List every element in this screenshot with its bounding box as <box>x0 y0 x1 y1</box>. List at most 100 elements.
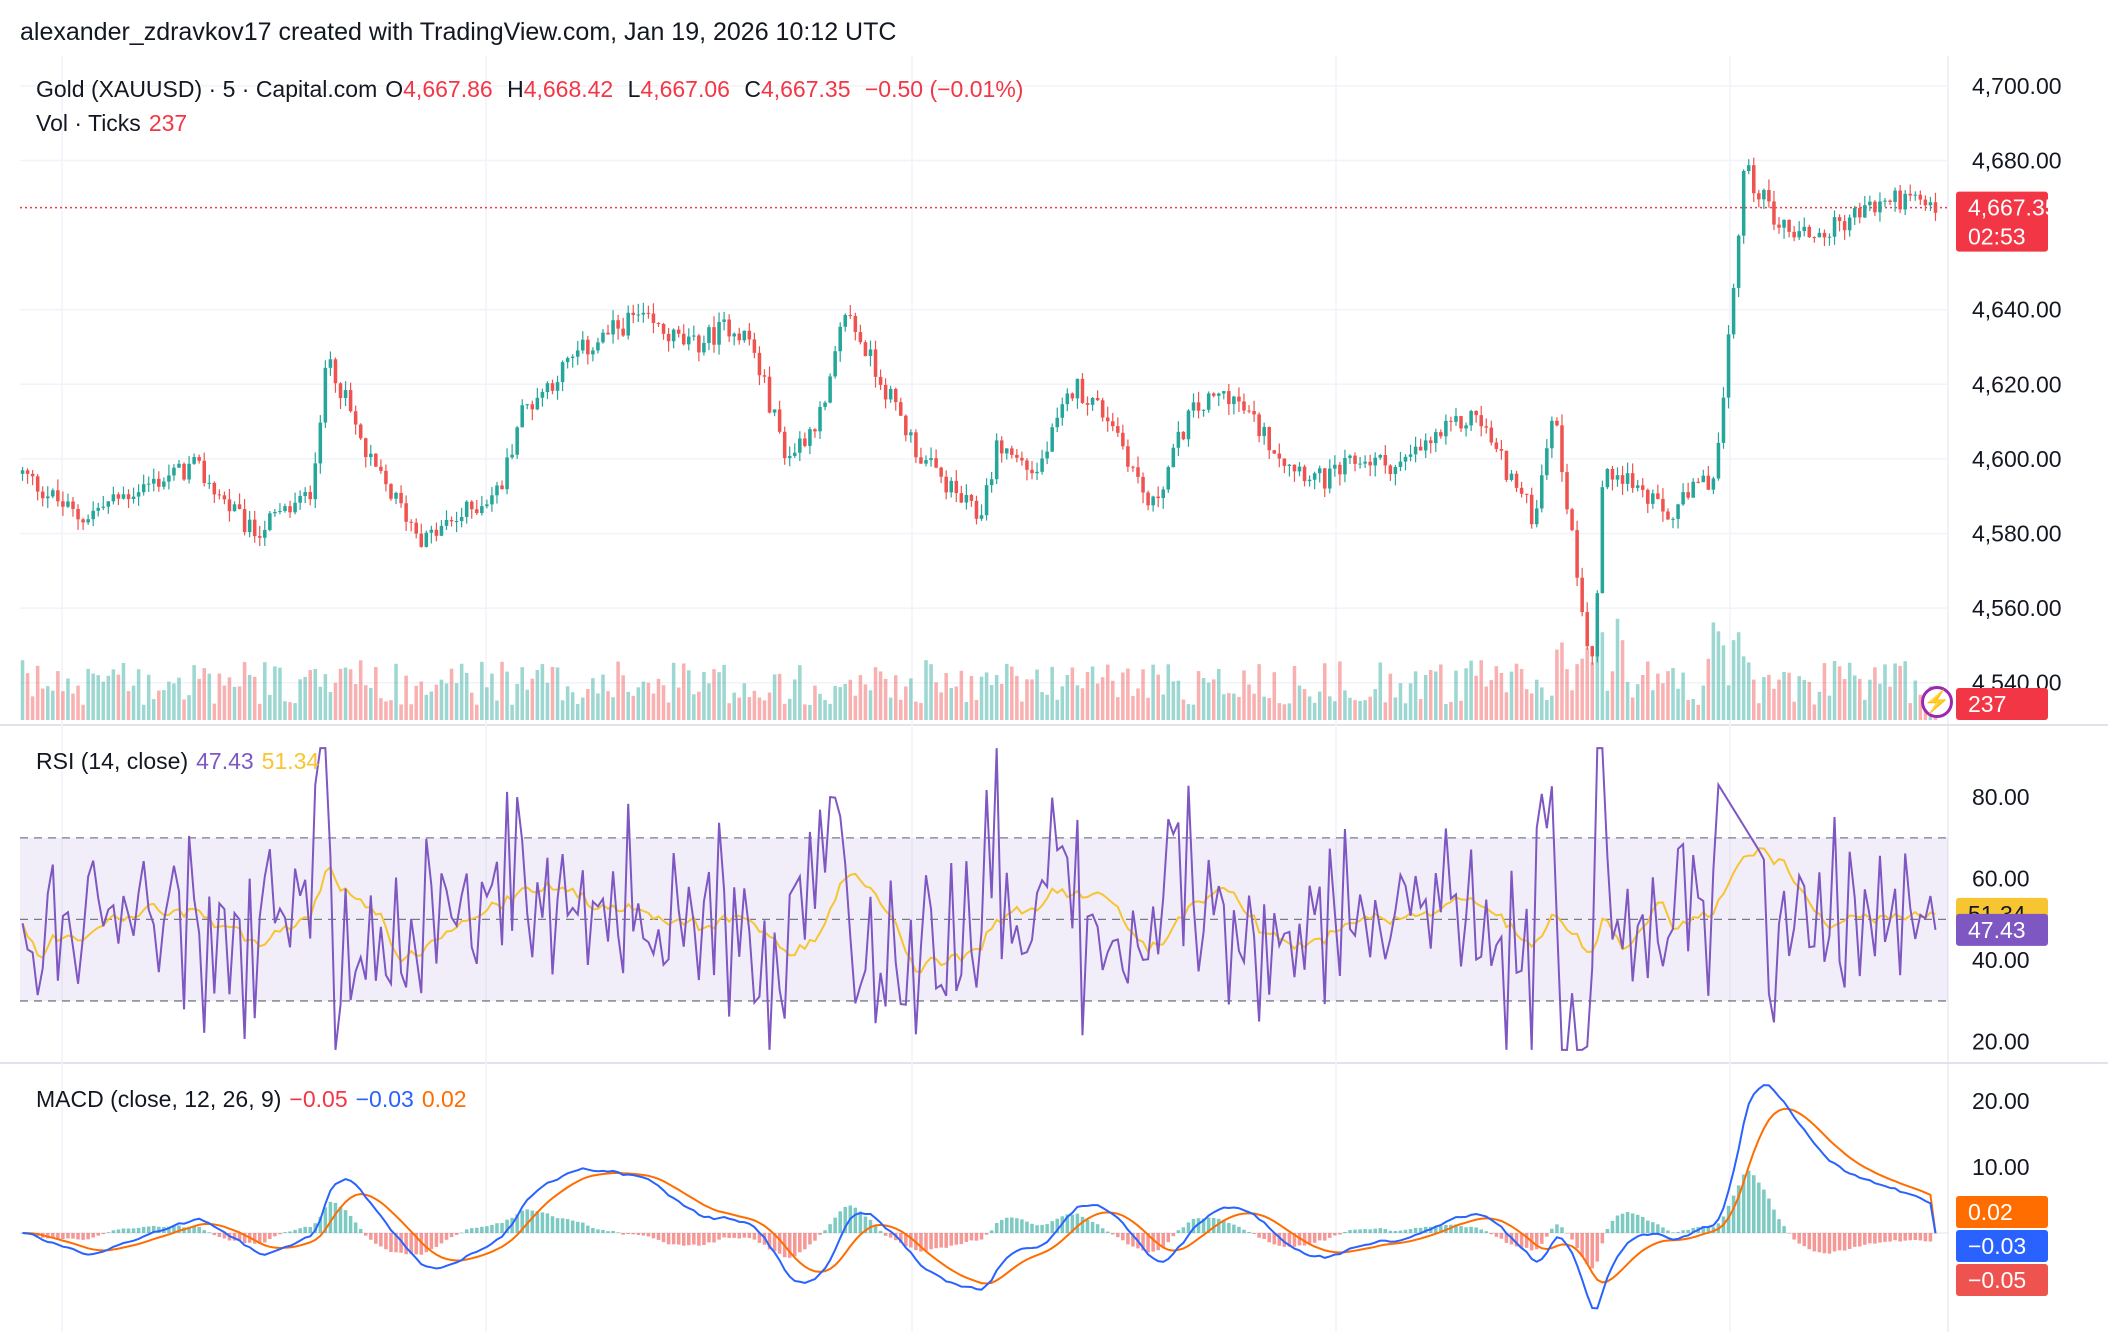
macd-hist-bar <box>1661 1227 1665 1233</box>
volume-bar <box>1216 668 1221 720</box>
volume-bar <box>1015 675 1019 720</box>
candle-body <box>1045 451 1049 459</box>
macd-hist-bar <box>661 1233 666 1243</box>
candle-body <box>328 359 333 368</box>
volume-bar <box>752 690 757 720</box>
volume-bar <box>681 663 686 720</box>
candle-body <box>1110 421 1115 427</box>
volume-bar <box>808 704 812 720</box>
candle-body <box>1610 468 1615 480</box>
macd-hist-bar <box>1534 1233 1539 1250</box>
volume-bar <box>1590 662 1595 720</box>
price-tick-label: 4,620.00 <box>1972 371 2062 397</box>
volume-bar <box>485 687 489 720</box>
volume-bar <box>646 682 651 720</box>
candle-body <box>924 460 928 464</box>
candle-body <box>984 485 989 516</box>
macd-hist-bar <box>273 1233 277 1237</box>
candle-body <box>560 362 565 383</box>
candle-body <box>581 339 585 351</box>
candle-body <box>621 328 625 336</box>
volume-bar <box>1499 672 1504 720</box>
macd-hist-bar <box>1216 1218 1221 1233</box>
candle-body <box>1590 646 1595 657</box>
candle-body <box>1025 460 1029 470</box>
price-axis[interactable]: 4,700.00 4,680.00 4,640.00 4,620.00 4,600.00… <box>1972 73 2062 1180</box>
macd-hist-bar <box>1015 1218 1019 1233</box>
macd-hist-bar <box>1413 1227 1418 1233</box>
macd-hist-bar <box>929 1233 933 1250</box>
candle-body <box>1489 427 1494 443</box>
volume-bar <box>798 665 802 720</box>
macd-hist-bar <box>1565 1233 1569 1234</box>
macd-hist-bar <box>707 1233 711 1243</box>
candle-body <box>1797 231 1801 238</box>
volume-bar <box>1615 618 1620 720</box>
volume-bar <box>1797 676 1801 720</box>
candle-body <box>914 432 918 458</box>
candle-body <box>1888 200 1892 202</box>
candle-body <box>863 342 868 356</box>
volume-bar <box>338 668 343 720</box>
candle-body <box>944 476 948 493</box>
volume-bar <box>1196 671 1201 720</box>
volume-bar <box>555 667 560 720</box>
volume-bar <box>1302 689 1307 720</box>
candle-body <box>1065 393 1070 405</box>
candle-body <box>1837 217 1842 222</box>
volume-bar <box>1454 670 1458 720</box>
candle-body <box>1434 432 1438 444</box>
candle-body <box>449 520 454 522</box>
candle-body <box>601 332 605 343</box>
macd-hist-bar <box>268 1233 272 1240</box>
macd-hist-bar <box>1328 1233 1332 1238</box>
macd-hist-bar <box>520 1210 524 1233</box>
macd-hist-bar <box>283 1232 287 1233</box>
macd-hist-bar <box>1085 1219 1090 1233</box>
macd-hist-bar <box>56 1233 60 1239</box>
macd-hist-bar <box>1353 1229 1357 1233</box>
macd-signal-line <box>22 1107 1937 1285</box>
candle-body <box>187 463 191 480</box>
candle-body <box>767 376 772 413</box>
volume-bar <box>1408 683 1413 720</box>
lightning-icon[interactable]: ⚡ <box>1921 686 1953 718</box>
macd-hist-bar <box>318 1216 323 1233</box>
macd-hist-bar <box>838 1211 842 1233</box>
volume-bar <box>1181 699 1186 720</box>
candle-body <box>1141 476 1145 493</box>
volume-bar <box>1741 656 1746 720</box>
candle-body <box>1686 492 1690 498</box>
macd-hist-bar <box>1489 1233 1494 1235</box>
volume-bar <box>1090 666 1095 720</box>
macd-hist-value: −0.05 <box>289 1086 348 1112</box>
candle-body <box>303 492 307 496</box>
candle-body <box>1847 217 1852 231</box>
price-candles[interactable] <box>20 157 1938 665</box>
candle-body <box>1903 193 1907 210</box>
macd-hist-badge <box>1956 1264 2048 1296</box>
price-tick-label: 4,640.00 <box>1972 297 2062 323</box>
macd-hist-bar <box>1166 1233 1171 1243</box>
macd-hist-bar <box>919 1233 923 1252</box>
candle-body <box>1095 397 1100 401</box>
macd-hist-bar <box>1883 1233 1887 1242</box>
volume-bar <box>1030 679 1034 720</box>
macd-hist-bar <box>1524 1233 1529 1248</box>
volume-label: Vol · Ticks <box>36 110 141 136</box>
candle-body <box>853 315 858 333</box>
candle-body <box>399 492 403 504</box>
macd-hist-bar <box>1499 1233 1504 1239</box>
volume-bar <box>1857 678 1862 720</box>
macd-hist-bar <box>1777 1219 1781 1233</box>
candle-body <box>611 320 615 335</box>
macd-signal-badge <box>1956 1196 2048 1228</box>
candle-body <box>348 390 353 412</box>
macd-hist-bar <box>606 1231 610 1233</box>
candle-body <box>1721 397 1726 443</box>
volume-bar <box>1656 673 1660 720</box>
candle-body <box>1873 201 1877 213</box>
candle-body <box>242 509 247 533</box>
macd-hist-bar <box>1025 1221 1029 1233</box>
